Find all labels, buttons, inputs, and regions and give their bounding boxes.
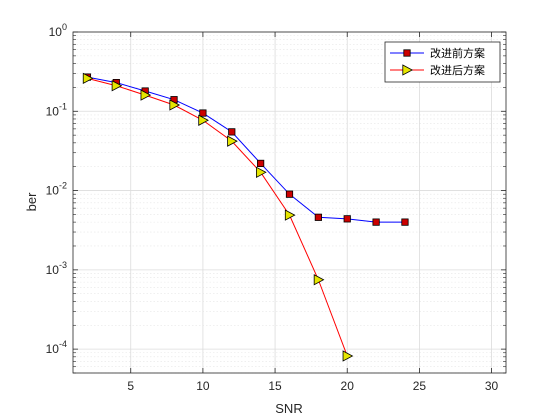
axes-box	[72, 31, 507, 374]
series-2-point	[256, 166, 267, 178]
y-tick-label: 100	[49, 22, 67, 39]
series-1-point	[285, 190, 294, 198]
legend-marker	[402, 64, 414, 76]
x-tick-label: 5	[127, 379, 134, 393]
series-2-point	[284, 209, 296, 221]
series-layer	[82, 72, 409, 362]
y-tick-label: 10-4	[46, 339, 67, 356]
series-2-point	[82, 72, 94, 85]
series-2-point	[140, 89, 152, 101]
y-axis-title: ber	[24, 192, 39, 211]
series-1-point	[314, 213, 322, 221]
y-tick-label: 10-2	[46, 181, 67, 198]
y-tick-label: 10-1	[46, 101, 67, 118]
series-1	[83, 73, 409, 226]
series-1-point	[372, 218, 380, 226]
x-axis-title: SNR	[275, 401, 302, 416]
series-2-point	[111, 80, 123, 92]
series-1-point	[401, 218, 409, 226]
series-2-point	[169, 99, 181, 111]
x-tick-label: 15	[268, 379, 282, 393]
legend-box	[384, 41, 501, 83]
axis-ticks	[73, 31, 506, 374]
series-2-point	[313, 274, 325, 286]
series-1-line	[87, 76, 405, 223]
series-1-point	[343, 215, 351, 223]
series-2	[82, 72, 354, 362]
series-2-point	[227, 135, 238, 147]
x-tick-label: 10	[196, 379, 210, 393]
tick-labels: 5 10 15 20 25 30 100 10-1 10-2 10-3 10-4	[46, 22, 499, 393]
series-2-point	[198, 114, 209, 126]
series-1-point	[199, 109, 207, 117]
x-tick-label: 30	[485, 379, 499, 393]
legend-marker	[403, 49, 411, 57]
series-1-point	[228, 128, 236, 136]
x-tick-label: 25	[413, 379, 427, 393]
series-2-line	[87, 77, 348, 357]
plot-area	[73, 32, 506, 373]
x-tick-label: 20	[341, 379, 355, 393]
y-tick-label: 10-3	[46, 260, 67, 277]
series-2-point	[342, 350, 354, 362]
legend-label: 改进后方案	[430, 63, 485, 77]
series-1-point	[257, 159, 265, 168]
legend-label: 改进前方案	[430, 46, 485, 60]
